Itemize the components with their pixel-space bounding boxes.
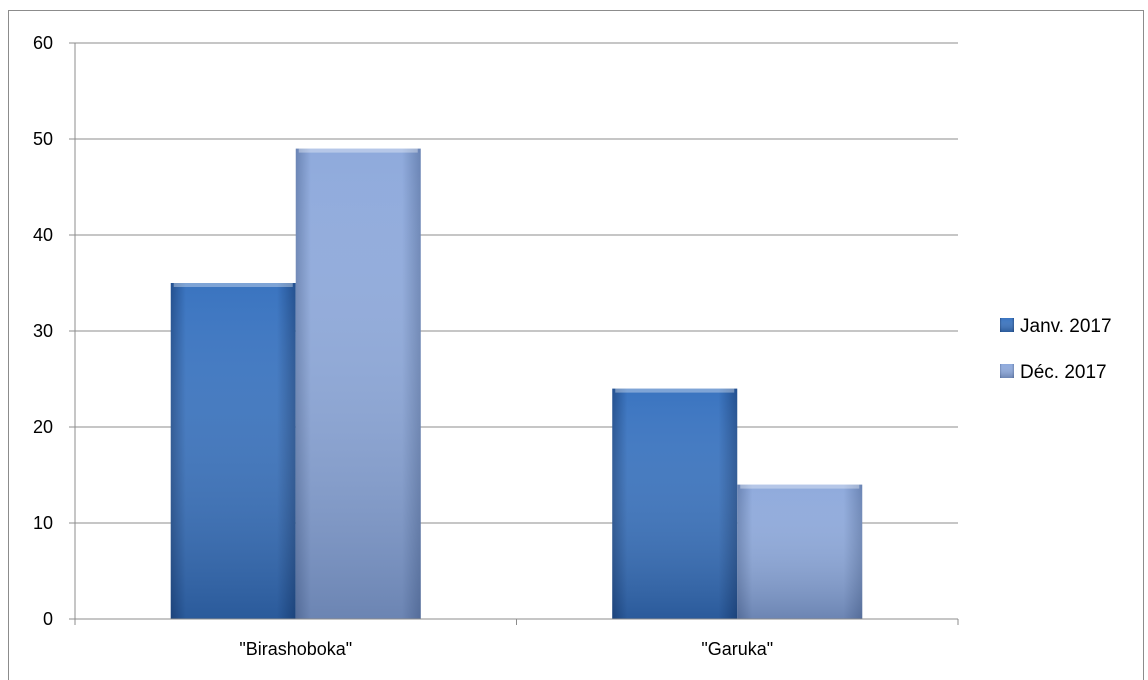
- bar-highlight-0-0: [173, 283, 293, 287]
- legend-item: Déc. 2017: [1000, 362, 1107, 383]
- bar-shade-1-0: [295, 148, 421, 619]
- bar-highlight-1-1: [740, 484, 860, 489]
- legend-item: Janv. 2017: [1000, 316, 1112, 337]
- y-tick-label: 40: [33, 225, 53, 245]
- bar-highlight-1-0: [298, 148, 418, 153]
- bar-shade-1-1: [737, 484, 863, 619]
- y-tick-label: 20: [33, 417, 53, 437]
- bar-highlight-0-1: [615, 388, 735, 393]
- y-tick-label: 0: [43, 609, 53, 629]
- legend-swatch-shade: [1000, 318, 1014, 332]
- bar-shade-0-1: [612, 388, 738, 619]
- y-tick-label: 10: [33, 513, 53, 533]
- legend-swatch-shade: [1000, 364, 1014, 378]
- x-tick-label: "Birashoboka": [239, 639, 352, 659]
- legend: Janv. 2017 Déc. 2017: [1000, 316, 1112, 383]
- x-tick-label: "Garuka": [701, 639, 773, 659]
- legend-label: Janv. 2017: [1020, 316, 1112, 337]
- y-tick-label: 60: [33, 33, 53, 53]
- bar-shade-0-0: [170, 283, 296, 619]
- bars: [170, 148, 863, 619]
- legend-label: Déc. 2017: [1020, 362, 1107, 383]
- y-tick-label: 50: [33, 129, 53, 149]
- y-axis-ticks: 0 10 20 30 40 50 60: [33, 33, 53, 629]
- x-axis-ticks: "Birashoboka" "Garuka": [74, 619, 959, 659]
- chart-frame: [8, 10, 1144, 680]
- y-tick-label: 30: [33, 321, 53, 341]
